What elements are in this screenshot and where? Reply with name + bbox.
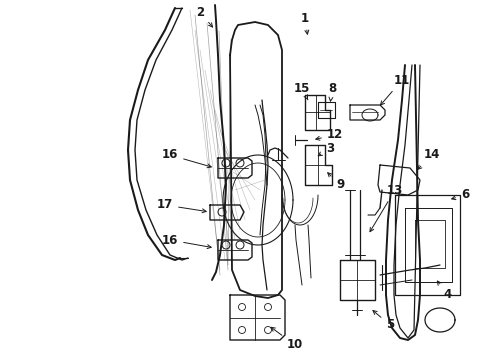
- Text: 1: 1: [301, 12, 309, 34]
- Text: 5: 5: [373, 311, 394, 332]
- Text: 4: 4: [438, 281, 452, 302]
- Text: 15: 15: [294, 81, 310, 100]
- Text: 16: 16: [162, 234, 211, 248]
- Text: 13: 13: [370, 184, 403, 232]
- Text: 12: 12: [316, 129, 343, 141]
- Text: 10: 10: [271, 327, 303, 351]
- Text: 2: 2: [196, 5, 213, 27]
- Text: 3: 3: [318, 141, 334, 156]
- Text: 14: 14: [418, 148, 440, 169]
- Text: 17: 17: [157, 198, 206, 213]
- Text: 9: 9: [328, 173, 344, 192]
- Text: 6: 6: [452, 189, 469, 202]
- Text: 11: 11: [381, 73, 410, 105]
- Text: 8: 8: [328, 81, 336, 101]
- Text: 16: 16: [162, 148, 211, 168]
